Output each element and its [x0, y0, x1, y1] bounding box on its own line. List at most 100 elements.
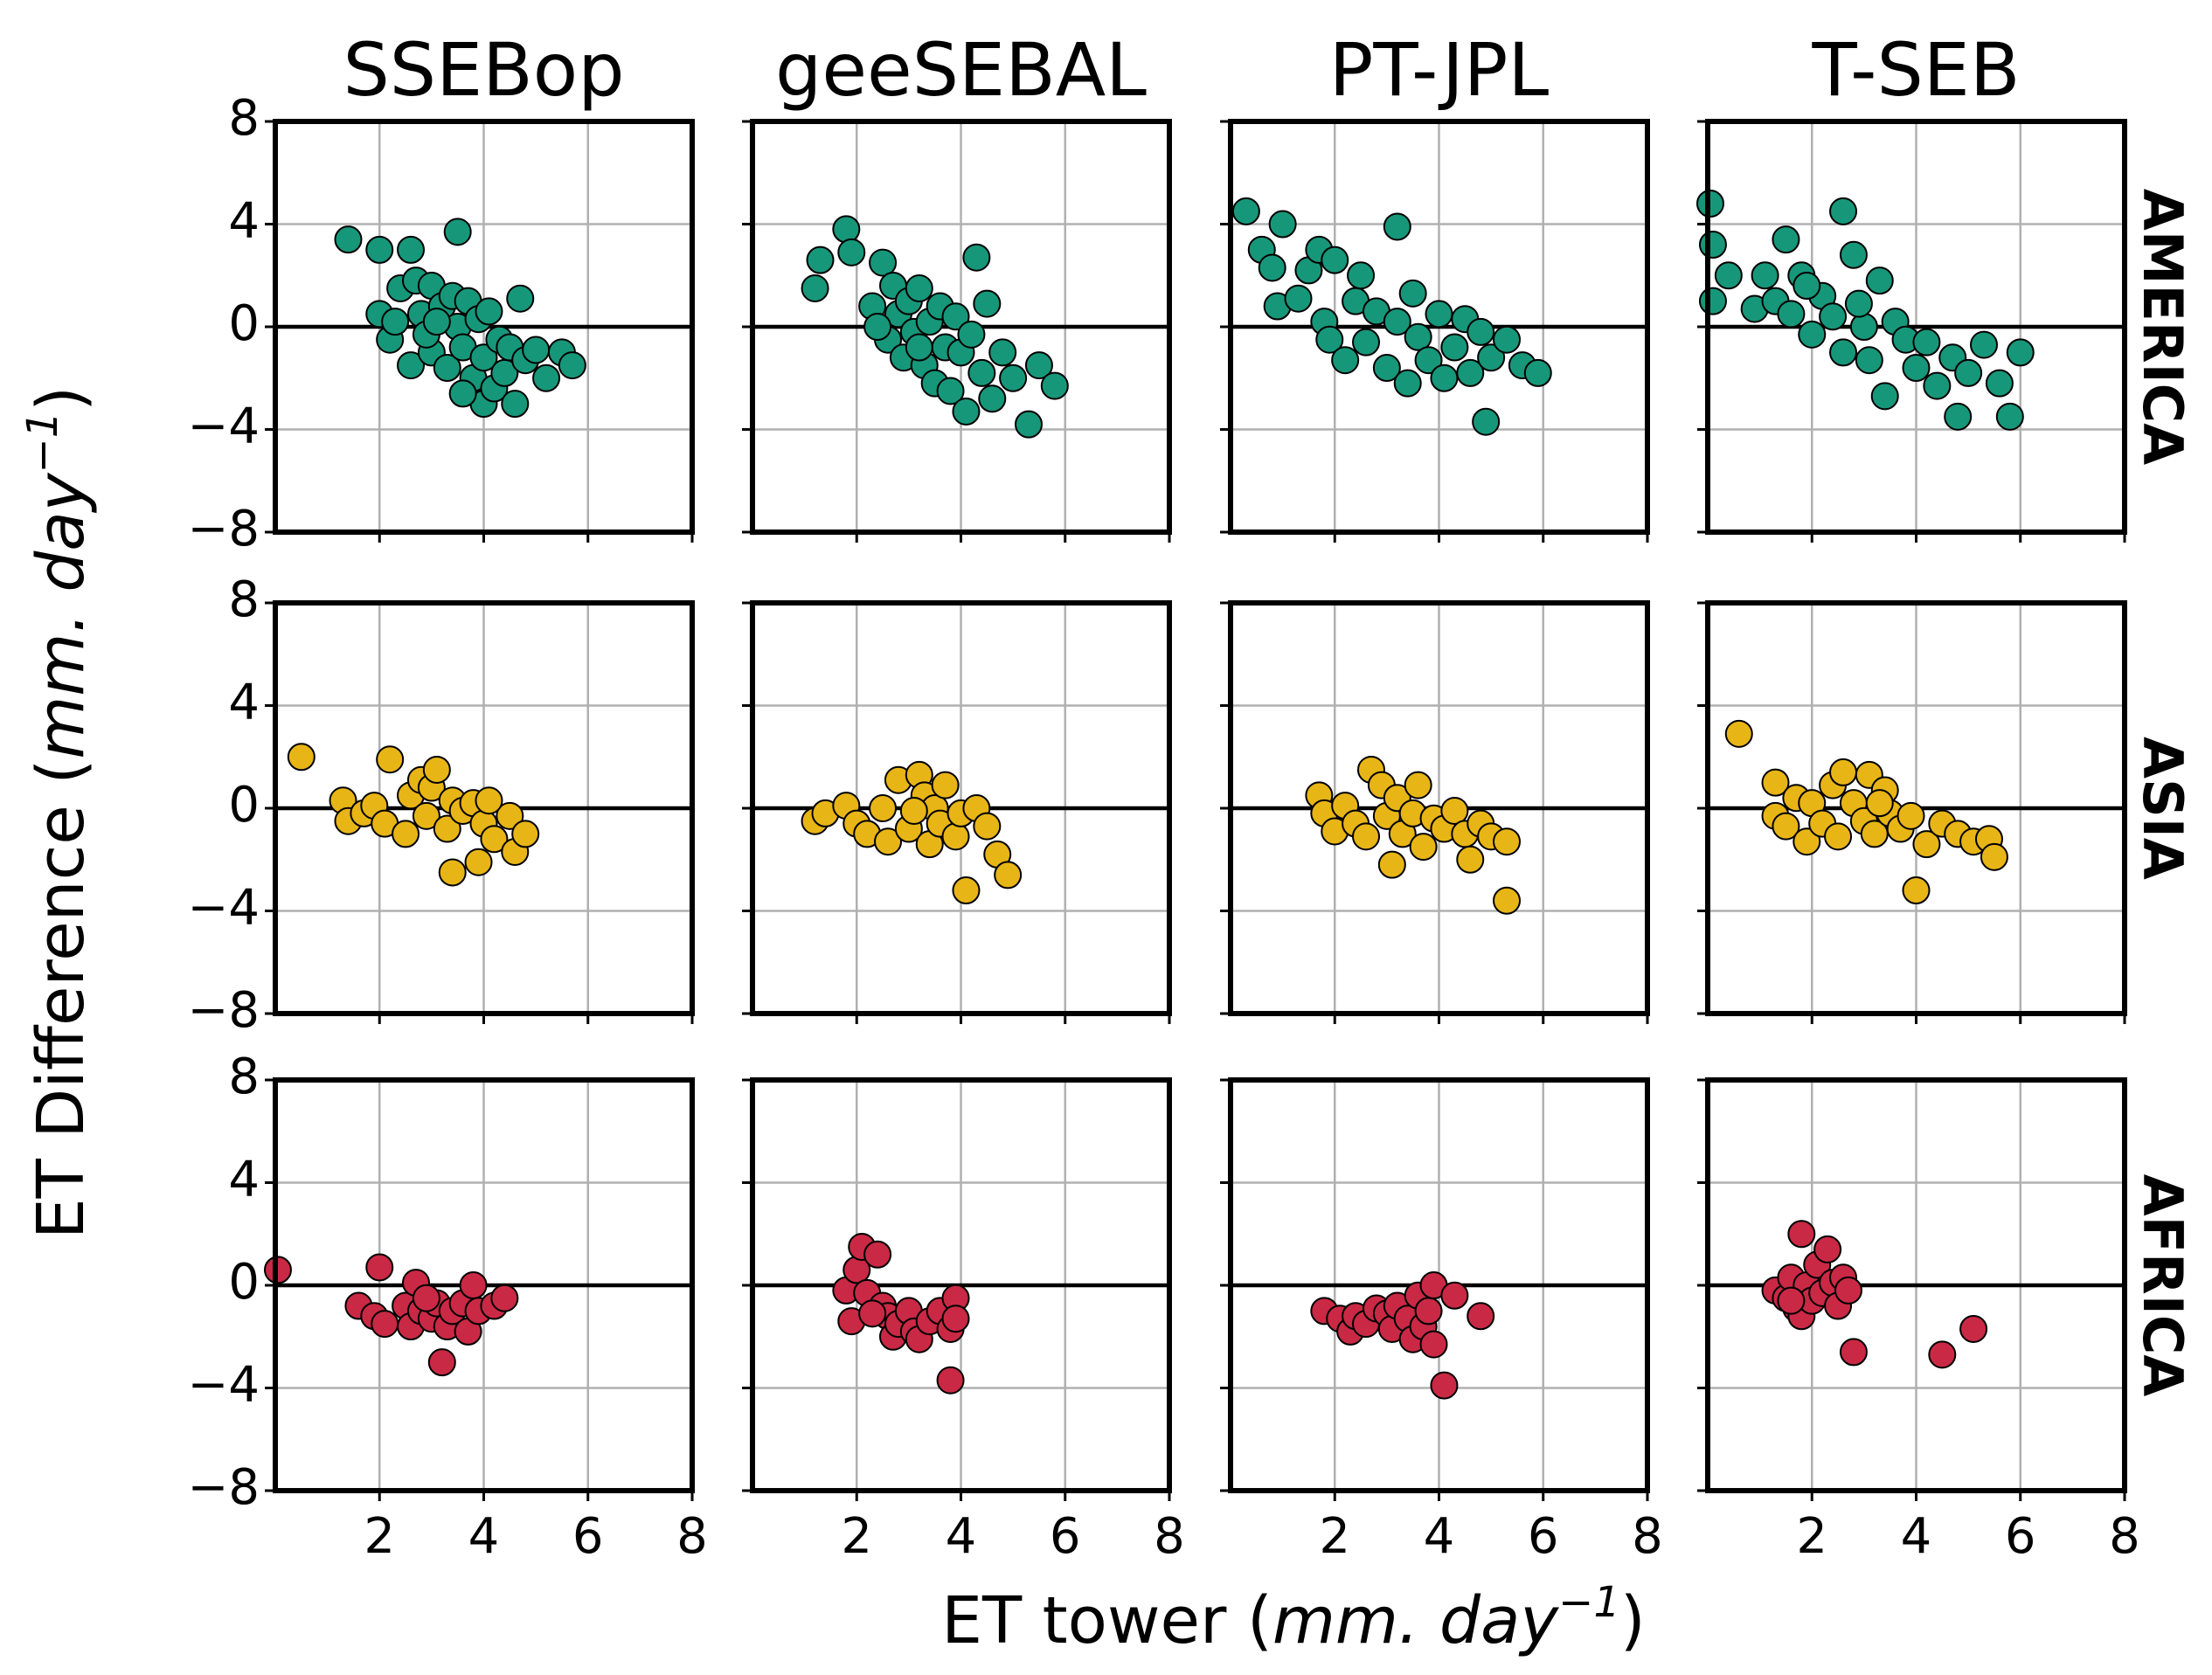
- panel: ASIA: [1697, 600, 2195, 1024]
- point: [1813, 1235, 1842, 1263]
- point: [392, 820, 420, 848]
- panel: −8 −4 0 4 8: [187, 571, 695, 1039]
- point: [1398, 279, 1427, 308]
- point: [1024, 351, 1053, 380]
- point: [1902, 876, 1931, 904]
- point: [1777, 1286, 1806, 1315]
- point: [899, 796, 928, 825]
- point: [1268, 210, 1297, 239]
- point: [287, 743, 316, 772]
- point: [1829, 197, 1858, 225]
- point: [511, 820, 540, 848]
- panel: PT-JPL: [1220, 27, 1650, 543]
- point: [806, 246, 835, 274]
- point: [1015, 410, 1044, 439]
- point: [1928, 1340, 1957, 1369]
- point: [365, 1253, 394, 1282]
- point: [376, 745, 405, 774]
- point: [1258, 253, 1286, 282]
- point: [422, 308, 451, 336]
- point: [1902, 354, 1931, 382]
- point: [988, 338, 1017, 367]
- point: [1980, 842, 2008, 871]
- panel: [1220, 600, 1650, 1024]
- point: [952, 876, 981, 904]
- point: [1409, 833, 1438, 862]
- point: [941, 302, 970, 331]
- point: [2006, 338, 2035, 367]
- point: [1352, 822, 1381, 851]
- point: [1839, 1338, 1868, 1367]
- point: [1698, 287, 1727, 315]
- point: [1372, 354, 1401, 382]
- x-tick-label: 2: [841, 1508, 872, 1565]
- x-tick-label: 6: [572, 1508, 604, 1565]
- point: [1456, 358, 1485, 387]
- point: [1321, 246, 1349, 274]
- row-label: ASIA: [2131, 737, 2195, 880]
- point: [936, 377, 965, 405]
- point: [1331, 346, 1360, 375]
- row-label: AFRICA: [2131, 1174, 2195, 1397]
- point: [1430, 1371, 1459, 1400]
- row-label: AMERICA: [2131, 189, 2195, 465]
- point: [1472, 407, 1501, 436]
- point: [371, 1310, 399, 1339]
- column-title: geeSEBAL: [775, 27, 1147, 113]
- x-tick-label: 2: [1319, 1508, 1350, 1565]
- point: [1772, 812, 1800, 841]
- point: [1792, 272, 1821, 300]
- point: [1865, 266, 1894, 295]
- x-tick-label: 8: [1632, 1508, 1663, 1565]
- point: [1493, 886, 1522, 915]
- point: [801, 273, 829, 302]
- point: [869, 248, 898, 277]
- y-label-prefix: ET Difference (: [24, 759, 99, 1239]
- point: [422, 755, 451, 784]
- point: [443, 218, 472, 246]
- point: [397, 235, 426, 264]
- point: [863, 313, 892, 341]
- point: [1985, 369, 2014, 398]
- point: [1440, 1281, 1469, 1310]
- point: [1923, 371, 1952, 400]
- point: [433, 354, 461, 382]
- point: [397, 351, 426, 380]
- point: [1870, 382, 1899, 411]
- point: [1231, 197, 1260, 225]
- point: [1347, 261, 1376, 290]
- point: [1383, 212, 1411, 241]
- y-label-unit: mm. day: [24, 472, 99, 759]
- point: [1772, 225, 1800, 254]
- panel: T-SEB AMERICA: [1695, 27, 2195, 543]
- y-tick-label: 8: [228, 1049, 260, 1105]
- point: [832, 215, 861, 244]
- panel: geeSEBAL: [742, 27, 1172, 543]
- point: [1824, 822, 1853, 851]
- column-title: SSEBop: [343, 27, 624, 113]
- point: [522, 336, 551, 364]
- y-tick-label: 8: [228, 90, 260, 147]
- panel: 2 4 6 8: [742, 1077, 1185, 1565]
- point: [1352, 328, 1381, 356]
- point: [438, 858, 467, 887]
- point: [381, 308, 410, 336]
- point: [433, 814, 461, 843]
- point: [1440, 333, 1469, 362]
- panel: 2 4 6 8 AFRICA: [1697, 1077, 2195, 1565]
- x-axis-label: ET tower (mm. day−1): [941, 1578, 1646, 1658]
- x-tick-label: 8: [1154, 1508, 1185, 1565]
- y-label-exponent: −1: [18, 412, 67, 474]
- point: [1959, 1314, 1988, 1343]
- point: [490, 1284, 519, 1312]
- point: [501, 390, 530, 419]
- point: [480, 825, 509, 854]
- y-tick-label: −8: [187, 501, 260, 557]
- point: [1834, 1276, 1862, 1305]
- y-tick-label: 4: [228, 1152, 260, 1208]
- point: [1855, 346, 1883, 375]
- point: [858, 1299, 887, 1328]
- y-tick-label: −8: [187, 982, 260, 1039]
